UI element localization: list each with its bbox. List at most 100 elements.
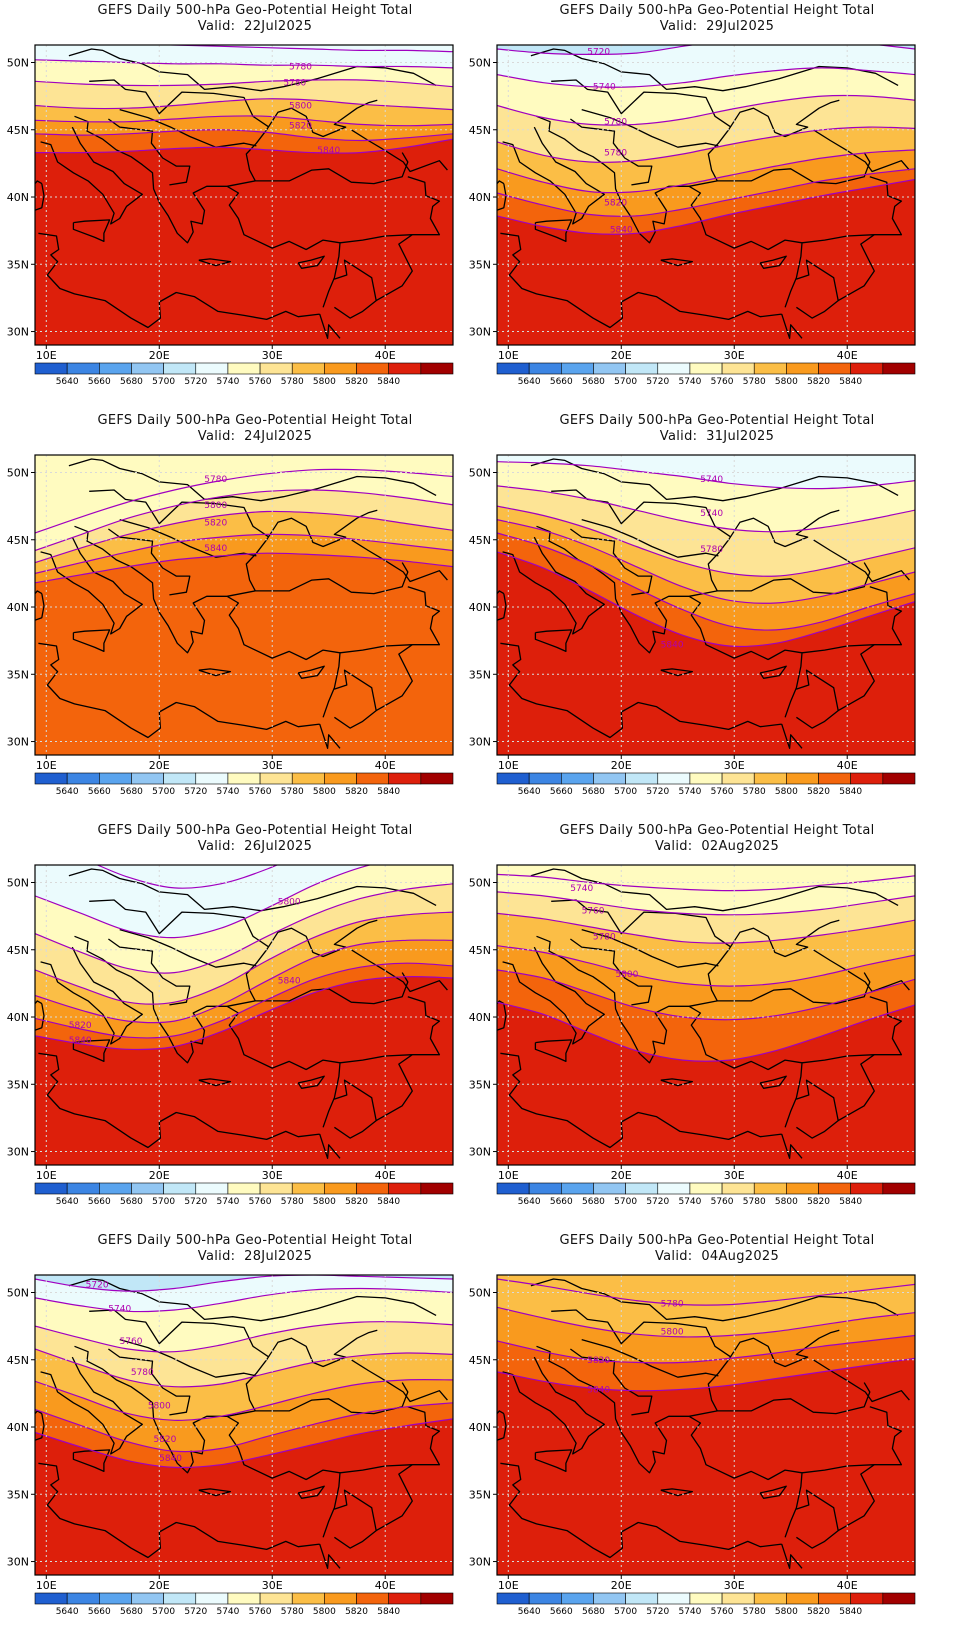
colorbar-label: 5740: [216, 1607, 239, 1617]
height-band-5840: [497, 1002, 915, 1165]
colorbar-swatch: [850, 772, 884, 785]
contour-line-5780: [497, 126, 915, 163]
colorbar-swatch: [657, 362, 691, 375]
height-band-5820: [35, 553, 453, 755]
border-line: [534, 629, 573, 653]
colorbar-label: 5800: [313, 1197, 336, 1207]
contour-label: 5820: [604, 198, 627, 208]
contour-line-5760: [35, 79, 453, 88]
panel-title: GEFS Daily 500-hPa Geo-Potential Height …: [498, 823, 936, 855]
x-tick-label: 10E: [36, 1169, 57, 1182]
border-line: [707, 509, 840, 592]
colorbar-label: 5660: [88, 1197, 111, 1207]
colorbar-swatch: [99, 1592, 132, 1605]
colorbar-label: 5800: [313, 1607, 336, 1617]
colorbar-swatch: [850, 1182, 884, 1195]
border-line: [72, 1039, 111, 1063]
colorbar-label: 5720: [646, 377, 669, 387]
colorbar-label: 5740: [216, 1197, 239, 1207]
colorbar-swatch: [786, 362, 819, 375]
map-area: 5720 5740 5760 5780 5800 5820 5840: [35, 1275, 453, 1575]
colorbar-swatch: [259, 772, 293, 785]
panel-valid-date: Valid: 24Jul2025: [197, 429, 313, 444]
y-tick-label: 30N: [469, 1146, 491, 1159]
colorbar-label: 5840: [377, 1607, 400, 1617]
colorbar-label: 5760: [249, 377, 272, 387]
border-line: [74, 525, 228, 654]
colorbar-label: 5720: [184, 1607, 207, 1617]
border-line: [89, 489, 270, 538]
contour-line-5800: [35, 533, 453, 574]
border-line: [812, 949, 910, 993]
border-line: [334, 259, 377, 319]
y-tick-label: 35N: [469, 1488, 491, 1501]
colorbar-swatch: [66, 772, 100, 785]
y-tick-label: 30N: [7, 736, 29, 749]
x-tick-label: 40E: [375, 759, 396, 772]
contour-label: 5740: [700, 475, 723, 485]
border-line: [707, 919, 840, 1002]
colorbar-label: 5660: [550, 1197, 573, 1207]
colorbar-swatch: [657, 1592, 691, 1605]
contour-label: 5760: [120, 1337, 143, 1347]
panel-title: GEFS Daily 500-hPa Geo-Potential Height …: [36, 823, 474, 855]
border-line: [319, 723, 341, 749]
panel-valid-date: Valid: 31Jul2025: [659, 429, 775, 444]
border-line: [837, 1054, 875, 1122]
y-tick-label: 30N: [7, 1146, 29, 1159]
panel-title-main: GEFS Daily 500-hPa Geo-Potential Height …: [559, 823, 875, 838]
map-panel-p4: GEFS Daily 500-hPa Geo-Potential Height …: [462, 410, 944, 820]
colorbar-label: 5680: [582, 1197, 605, 1207]
colorbar-label: 5820: [807, 1607, 830, 1617]
colorbar-swatch: [689, 1182, 723, 1195]
contour-label: 5760: [582, 907, 605, 917]
panel-valid-date: Valid: 04Aug2025: [654, 1249, 780, 1264]
border-line: [226, 185, 341, 308]
panel-valid-date: Valid: 26Jul2025: [197, 839, 313, 854]
colorbar-swatch: [34, 1182, 68, 1195]
border-line: [551, 489, 732, 538]
border-line: [38, 1052, 320, 1149]
contour-line-5740: [497, 67, 915, 88]
border-line: [375, 644, 413, 712]
contour-label: 5800: [148, 1401, 171, 1411]
x-tick-label: 10E: [498, 759, 519, 772]
y-tick-label: 50N: [469, 56, 491, 69]
colorbar-label: 5760: [711, 1607, 734, 1617]
colorbar-swatch: [291, 772, 325, 785]
panel-title-main: GEFS Daily 500-hPa Geo-Potential Height …: [97, 3, 413, 18]
border-line: [581, 108, 719, 148]
colorbar-swatch: [34, 772, 68, 785]
colorbar-swatch: [850, 1592, 884, 1605]
contour-line-5820: [35, 552, 453, 584]
border-line: [40, 946, 143, 1045]
colorbar-swatch: [753, 772, 787, 785]
panel-valid-date: Valid: 02Aug2025: [654, 839, 780, 854]
colorbar-swatch: [625, 1592, 659, 1605]
contour-label: 5780: [283, 79, 306, 89]
colorbar-swatch: [291, 1182, 325, 1195]
height-map: 5720 5740 5760 5780 5800 5820 5840 10E 20E 30E 40E…: [7, 1274, 454, 1617]
x-tick-label: 20E: [149, 349, 170, 362]
colorbar-label: 5700: [614, 377, 637, 387]
panel-title: GEFS Daily 500-hPa Geo-Potential Height …: [36, 1233, 474, 1265]
border-line: [581, 928, 719, 968]
colorbar-swatch: [420, 1592, 454, 1605]
colorbar-label: 5760: [249, 1607, 272, 1617]
border-line: [339, 1406, 441, 1474]
colorbar-label: 5700: [152, 377, 175, 387]
contour-label: 5740: [700, 509, 723, 519]
y-tick-label: 45N: [469, 944, 491, 957]
colorbar-swatch: [356, 772, 389, 785]
colorbar-label: 5780: [743, 377, 766, 387]
border-line: [226, 595, 341, 718]
border-line: [108, 938, 191, 1006]
contour-line-5720: [96, 865, 279, 889]
y-tick-label: 50N: [469, 1286, 491, 1299]
colorbar-swatch: [689, 362, 723, 375]
x-tick-label: 10E: [36, 349, 57, 362]
y-tick-label: 50N: [469, 466, 491, 479]
x-tick-label: 40E: [837, 1169, 858, 1182]
colorbar-swatch: [528, 1182, 562, 1195]
border-line: [759, 1485, 787, 1499]
